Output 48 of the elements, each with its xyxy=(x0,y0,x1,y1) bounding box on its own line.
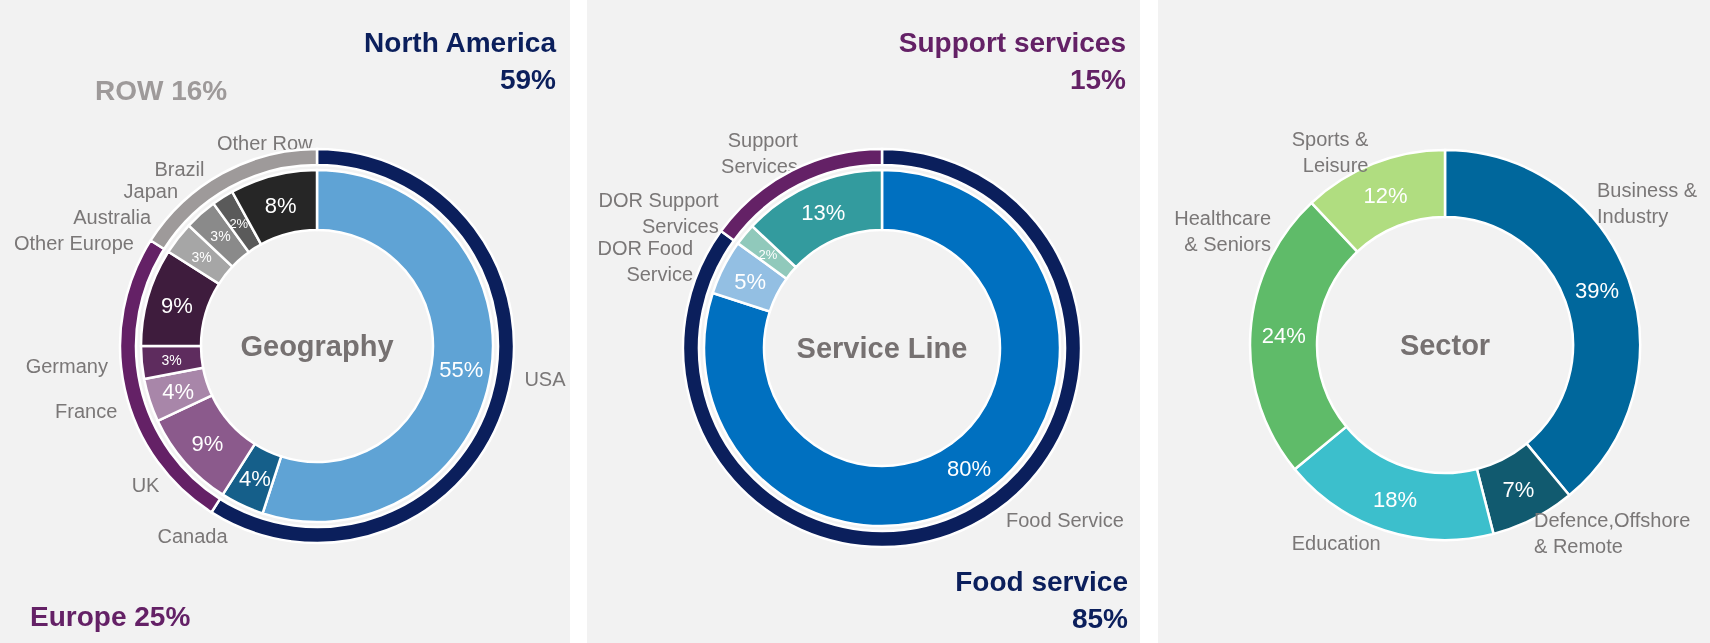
slice-label: ROW 16% xyxy=(95,75,228,106)
data-label: 13% xyxy=(801,200,846,226)
data-label: 4% xyxy=(238,466,271,492)
data-label: 39% xyxy=(1574,278,1619,304)
slice-label: Healthcare & Seniors xyxy=(1174,207,1271,256)
slice-label: North America xyxy=(364,27,557,58)
data-label: 3% xyxy=(161,351,182,368)
data-label: 12% xyxy=(1363,182,1408,208)
data-label: 2% xyxy=(758,246,778,262)
data-label: 3% xyxy=(191,248,212,265)
data-label: 2% xyxy=(229,215,249,231)
slice-label: Support services xyxy=(898,27,1126,58)
slice-label: Sports & Leisure xyxy=(1291,127,1370,176)
slice-label: DOR Support Services xyxy=(598,188,720,237)
data-label: 15% xyxy=(1069,64,1127,95)
slice-label: France xyxy=(55,399,118,422)
slice-label: DOR Food Service xyxy=(597,236,694,285)
data-label: 80% xyxy=(946,455,992,481)
data-label: 24% xyxy=(1261,322,1306,348)
text: Service Line xyxy=(796,332,968,364)
text: Geography xyxy=(240,330,394,362)
text: Sector xyxy=(1399,329,1491,361)
data-label: 9% xyxy=(191,430,224,456)
slice-label: Education xyxy=(1291,531,1381,554)
slice-label: Brazil xyxy=(154,157,205,180)
data-label: 3% xyxy=(210,228,231,245)
slice-label: Europe 25% xyxy=(30,601,191,632)
data-label: 8% xyxy=(264,192,297,218)
slice-label: Australia xyxy=(73,206,152,229)
data-label: 5% xyxy=(734,268,767,294)
slice-label: Germany xyxy=(25,354,108,377)
data-label: 4% xyxy=(162,379,195,405)
data-label: 9% xyxy=(160,293,193,319)
slice-label: Canada xyxy=(157,525,229,548)
slice-label: Business & Industry xyxy=(1597,179,1698,228)
data-label: 55% xyxy=(439,356,484,382)
slice-label: Other Row xyxy=(216,131,314,154)
data-label: 85% xyxy=(1071,603,1129,634)
data-label: 7% xyxy=(1502,476,1535,502)
slice-label: UK xyxy=(131,473,161,496)
data-label: 59% xyxy=(499,64,557,95)
slice-label: Other Europe xyxy=(13,231,134,254)
slice-label: Food Service xyxy=(1006,508,1124,531)
data-label: 18% xyxy=(1373,486,1418,512)
slice-label: USA xyxy=(524,367,567,390)
slice-label: Food service xyxy=(955,566,1128,597)
slice-label: Japan xyxy=(123,179,179,202)
slice-label: Defence,Offshore & Remote xyxy=(1534,509,1691,557)
